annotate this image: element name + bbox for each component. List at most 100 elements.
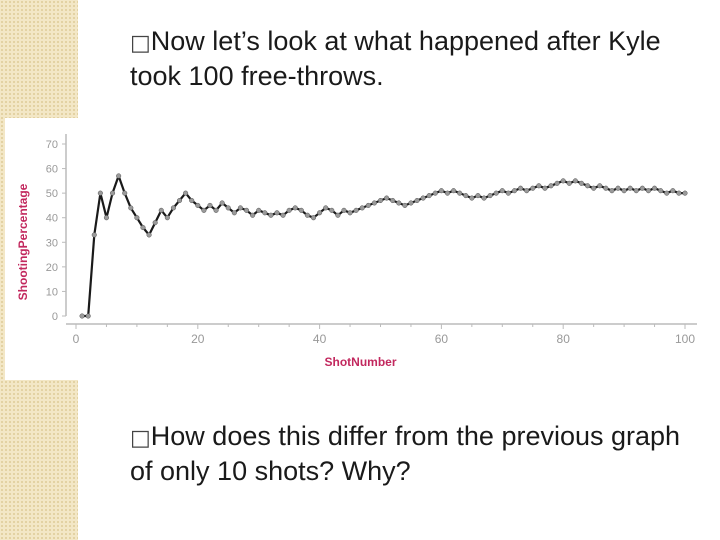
data-point — [499, 188, 505, 194]
bullet-1-text: Now let’s look at what happened after Ky… — [130, 26, 661, 91]
data-point — [134, 215, 140, 221]
data-point — [585, 183, 591, 189]
data-point — [341, 207, 347, 213]
data-point — [250, 212, 256, 218]
data-point — [603, 185, 609, 191]
data-point — [493, 190, 499, 196]
data-point — [426, 193, 432, 199]
data-point — [505, 190, 511, 196]
data-point — [682, 190, 688, 196]
data-point — [572, 178, 578, 184]
data-point — [652, 185, 658, 191]
data-point — [664, 190, 670, 196]
data-point — [213, 207, 219, 213]
data-point — [542, 185, 548, 191]
data-point — [122, 190, 128, 196]
data-point — [109, 190, 116, 196]
data-point — [390, 197, 396, 204]
square-bullet-icon: □ — [130, 31, 151, 56]
data-point — [518, 185, 524, 191]
data-point — [310, 215, 317, 221]
x-axis-label: ShotNumber — [325, 355, 397, 369]
data-point — [128, 205, 134, 211]
y-axis-label: ShootingPercentage — [16, 183, 30, 300]
data-point — [627, 185, 633, 191]
data-point — [103, 215, 109, 221]
y-tick-label: 30 — [46, 237, 58, 249]
y-tick-label: 50 — [46, 188, 58, 200]
data-point — [384, 195, 390, 201]
data-point — [152, 220, 158, 226]
data-point — [176, 197, 183, 204]
data-point — [554, 180, 560, 186]
data-point — [457, 190, 463, 196]
data-point — [396, 200, 402, 206]
x-tick-label: 60 — [435, 332, 449, 346]
data-point — [621, 188, 627, 194]
data-point — [201, 207, 207, 213]
data-point — [420, 195, 426, 201]
x-tick-label: 40 — [313, 332, 327, 346]
data-point — [353, 207, 359, 213]
data-point — [524, 188, 530, 194]
data-point — [292, 205, 298, 211]
data-point — [170, 205, 176, 211]
data-point — [207, 202, 213, 208]
data-point — [274, 210, 280, 216]
data-point — [432, 190, 438, 196]
data-point — [359, 205, 365, 211]
data-point — [597, 183, 603, 189]
bullet-2-text: How does this differ from the previous g… — [130, 421, 681, 486]
data-point — [487, 193, 493, 199]
y-tick-label: 20 — [46, 262, 58, 274]
data-point — [645, 188, 652, 194]
data-point — [298, 207, 304, 213]
x-tick-label: 0 — [73, 332, 80, 346]
data-point — [566, 180, 572, 186]
data-point — [323, 205, 329, 211]
chart-background — [5, 118, 705, 380]
bullet-point-1: □Now let’s look at what happened after K… — [130, 25, 710, 93]
data-point — [304, 212, 310, 218]
data-point — [237, 205, 243, 211]
data-point — [335, 212, 341, 218]
data-point — [225, 205, 231, 211]
data-point — [560, 178, 566, 184]
data-point — [408, 200, 414, 206]
data-point — [158, 207, 164, 213]
data-point — [511, 188, 518, 194]
x-tick-label: 20 — [191, 332, 205, 346]
data-point — [402, 202, 408, 208]
data-point — [164, 215, 170, 221]
y-tick-label: 0 — [52, 311, 58, 323]
x-tick-label: 100 — [675, 332, 695, 346]
data-point — [481, 195, 487, 201]
y-tick-label: 10 — [46, 286, 58, 298]
data-point — [280, 212, 286, 218]
data-point — [97, 190, 103, 196]
data-point — [85, 313, 91, 319]
data-point — [463, 193, 469, 199]
data-point — [116, 173, 122, 179]
data-point — [140, 224, 146, 231]
data-point — [670, 188, 676, 194]
data-point — [578, 180, 585, 186]
data-point — [530, 185, 536, 191]
data-point — [377, 197, 384, 204]
data-point — [189, 197, 195, 204]
data-point — [591, 185, 597, 191]
data-point — [195, 202, 201, 208]
data-point — [633, 188, 639, 194]
y-tick-label: 40 — [46, 213, 58, 225]
data-point — [615, 185, 621, 191]
data-point — [79, 313, 85, 319]
bullet-point-2: □How does this differ from the previous … — [130, 420, 710, 488]
chart-svg: 0 10 20 30 40 50 60 70 0 20 40 60 80 100 ShotNumber S… — [5, 118, 705, 380]
data-point — [286, 207, 292, 213]
x-tick-label: 80 — [557, 332, 571, 346]
data-point — [536, 183, 542, 189]
data-point — [438, 188, 444, 194]
data-point — [91, 232, 97, 238]
data-point — [371, 200, 377, 206]
data-point — [475, 193, 481, 199]
